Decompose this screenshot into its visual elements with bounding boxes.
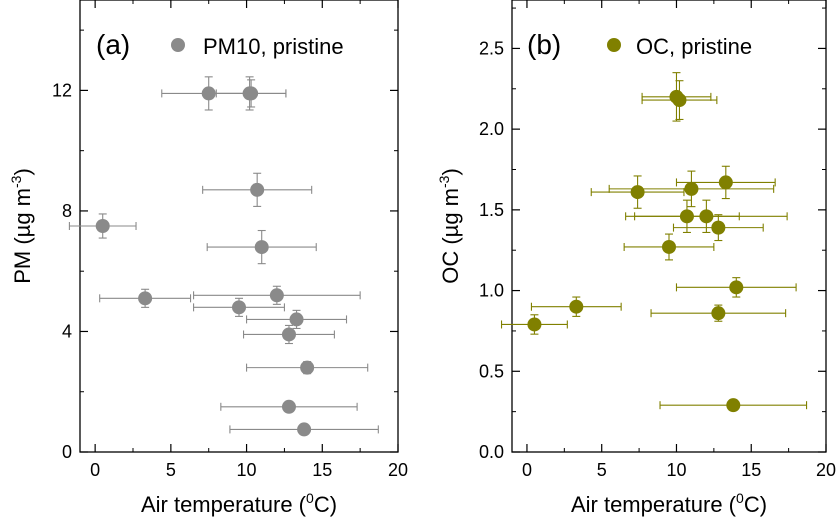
data-point xyxy=(300,360,315,375)
y-tick-label: 2.5 xyxy=(479,38,504,58)
x-tick-label: 10 xyxy=(237,460,257,480)
data-point xyxy=(269,288,284,303)
x-tick-label: 5 xyxy=(597,460,607,480)
data-point xyxy=(297,422,312,437)
y-tick-label: 4 xyxy=(62,321,72,341)
data-point xyxy=(699,209,714,224)
x-tick-label: 5 xyxy=(166,460,176,480)
x-tick-label: 10 xyxy=(666,460,686,480)
y-tick-label: 0 xyxy=(62,442,72,462)
panel-label: (a) xyxy=(96,29,130,60)
y-tick-label: 0.5 xyxy=(479,361,504,381)
x-axis-title: Air temperature (0C) xyxy=(571,490,767,517)
y-tick-label: 1.5 xyxy=(479,200,504,220)
data-point xyxy=(527,317,542,332)
data-point xyxy=(711,220,726,235)
data-point xyxy=(95,219,110,233)
data-point xyxy=(726,398,741,413)
plot-frame xyxy=(511,0,827,453)
data-point xyxy=(711,306,726,321)
y-axis-title: PM (µg m-3) xyxy=(8,168,35,284)
x-tick-label: 15 xyxy=(741,460,761,480)
x-tick-label: 20 xyxy=(816,460,836,480)
data-point xyxy=(684,181,699,196)
chart-panel-2: 0 5 10 15 20 0.0 0.5 1.0 1.5 2.0 2.5 (b) OC, pristin… xyxy=(436,0,836,517)
data-point xyxy=(662,239,676,254)
y-tick-label: 12 xyxy=(52,80,72,100)
y-tick-label: 2.0 xyxy=(479,119,504,139)
data-point xyxy=(729,280,744,295)
data-point xyxy=(244,86,259,101)
x-tick-label: 20 xyxy=(388,460,408,480)
chart-panel-1: 0 5 10 15 20 0 4 8 12 (a) PM10, pristine Air temper… xyxy=(8,0,408,517)
x-tick-label: 0 xyxy=(522,460,532,480)
legend-marker xyxy=(607,38,621,52)
y-tick-label: 8 xyxy=(62,201,72,221)
x-axis-title: Air temperature (0C) xyxy=(141,490,337,517)
y-tick-label: 0.0 xyxy=(479,442,504,462)
data-point xyxy=(250,182,265,197)
data-point xyxy=(281,399,296,414)
data-point xyxy=(289,312,304,327)
legend-label: OC, pristine xyxy=(636,34,752,59)
x-tick-label: 15 xyxy=(312,460,332,480)
data-point xyxy=(254,240,269,255)
data-point xyxy=(232,300,246,315)
legend-marker xyxy=(171,38,185,52)
data-point xyxy=(201,86,216,101)
panel-label: (b) xyxy=(527,29,561,60)
data-point xyxy=(630,185,645,200)
data-point xyxy=(718,175,733,190)
data-point xyxy=(281,327,296,342)
data-point xyxy=(138,291,153,306)
x-tick-label: 0 xyxy=(90,460,100,480)
y-axis-title: OC (µg m-3) xyxy=(436,168,463,284)
data-point xyxy=(569,299,584,314)
data-point xyxy=(672,93,687,108)
legend-label: PM10, pristine xyxy=(203,34,344,59)
y-tick-label: 1.0 xyxy=(479,281,504,301)
